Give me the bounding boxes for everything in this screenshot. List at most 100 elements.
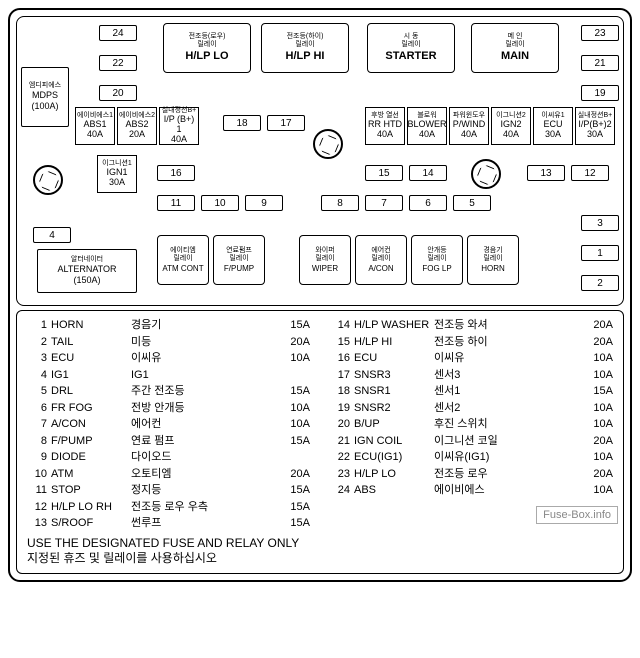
legend-amp: 15A <box>275 499 310 516</box>
legend-amp: 10A <box>578 482 613 499</box>
slot-13: 13 <box>527 165 565 181</box>
hlphi-code: H/LP HI <box>286 50 325 63</box>
relay-horn: 경음기 릴레이 HORN <box>467 235 519 285</box>
slot-23: 23 <box>581 25 619 41</box>
legend-amp: 10A <box>578 449 613 466</box>
legend-num: 2 <box>27 334 47 351</box>
legend-kor: 전조등 하이 <box>434 334 578 351</box>
slot-24: 24 <box>99 25 137 41</box>
legend-row: 14H/LP WASHER전조등 와셔20A <box>330 317 613 334</box>
slot-14: 14 <box>409 165 447 181</box>
legend-num: 5 <box>27 383 47 400</box>
legend-num: 19 <box>330 400 350 417</box>
relay-hlphi: 전조등(하이) 릴레이 H/LP HI <box>261 23 349 73</box>
legend-amp: 10A <box>275 350 310 367</box>
legend-amp: 20A <box>275 334 310 351</box>
fuse-blower: 블로워 BLOWER 40A <box>407 107 447 145</box>
legend-amp <box>275 449 310 466</box>
legend-num: 3 <box>27 350 47 367</box>
legend-code: IG1 <box>51 367 131 384</box>
legend-row: 17SNSR3센서310A <box>330 367 613 384</box>
legend-code: DRL <box>51 383 131 400</box>
fuse-abs1: 에이비에스1 ABS1 40A <box>75 107 115 145</box>
legend-row: 13S/ROOF썬루프15A <box>27 515 310 532</box>
legend-row: 3ECU이씨유10A <box>27 350 310 367</box>
legend-code: F/PUMP <box>51 433 131 450</box>
legend-amp: 10A <box>578 367 613 384</box>
bolt-icon <box>313 129 343 159</box>
legend-row: 6FR FOG전방 안개등10A <box>27 400 310 417</box>
legend-footer: USE THE DESIGNATED FUSE AND RELAY ONLY 지… <box>27 536 613 567</box>
relay-fpump: 연료펌프 릴레이 F/PUMP <box>213 235 265 285</box>
legend-row: 19SNSR2센서210A <box>330 400 613 417</box>
legend-amp: 15A <box>275 433 310 450</box>
slot-16: 16 <box>157 165 195 181</box>
footer-kor: 지정된 휴즈 및 릴레이를 사용하십시오 <box>27 551 613 567</box>
legend-kor: 이씨유 <box>131 350 275 367</box>
alt-kor: 알터네이터 <box>71 256 103 264</box>
footer-en: USE THE DESIGNATED FUSE AND RELAY ONLY <box>27 536 613 552</box>
legend-code: ABS <box>354 482 434 499</box>
legend-amp: 10A <box>275 400 310 417</box>
legend-amp <box>275 367 310 384</box>
legend-num: 20 <box>330 416 350 433</box>
slot-9: 9 <box>245 195 283 211</box>
legend-amp: 20A <box>578 433 613 450</box>
legend-kor: 주간 전조등 <box>131 383 275 400</box>
legend-kor: 에어컨 <box>131 416 275 433</box>
legend-kor: 전조등 로우 우측 <box>131 499 275 516</box>
slot-12: 12 <box>571 165 609 181</box>
legend-row: 12H/LP LO RH전조등 로우 우측15A <box>27 499 310 516</box>
legend-row: 4IG1IG1 <box>27 367 310 384</box>
legend-kor: 정지등 <box>131 482 275 499</box>
legend-row: 2TAIL미등20A <box>27 334 310 351</box>
legend-code: TAIL <box>51 334 131 351</box>
mdps-kor: 엠디피에스 <box>29 82 61 90</box>
legend-kor: 이그니션 코일 <box>434 433 578 450</box>
legend-kor: 오토티엠 <box>131 466 275 483</box>
legend-row: 8F/PUMP연료 펌프15A <box>27 433 310 450</box>
slot-4: 4 <box>33 227 71 243</box>
legend-code: FR FOG <box>51 400 131 417</box>
legend-row: 23H/LP LO전조등 로우20A <box>330 466 613 483</box>
hlplo-kor: 전조등(로우) 릴레이 <box>189 33 226 50</box>
legend-col-left: 1HORN경음기15A2TAIL미등20A3ECU이씨유10A4IG1IG15D… <box>27 317 310 532</box>
legend-row: 21IGN COIL이그니션 코일20A <box>330 433 613 450</box>
legend-kor: 썬루프 <box>131 515 275 532</box>
legend-kor: 이씨유(IG1) <box>434 449 578 466</box>
slot-1: 1 <box>581 245 619 261</box>
legend-amp: 20A <box>578 334 613 351</box>
legend-num: 10 <box>27 466 47 483</box>
fuse-ign1: 이그니션1 IGN1 30A <box>97 155 137 193</box>
fuse-abs2: 에이비에스2 ABS2 20A <box>117 107 157 145</box>
legend-num: 23 <box>330 466 350 483</box>
relay-hlplo: 전조등(로우) 릴레이 H/LP LO <box>163 23 251 73</box>
legend-amp: 15A <box>578 383 613 400</box>
legend-amp: 10A <box>578 416 613 433</box>
legend-num: 4 <box>27 367 47 384</box>
mdps-amp: (100A) <box>31 101 58 112</box>
legend-row: 20B/UP후진 스위치10A <box>330 416 613 433</box>
fuse-ipb1: 실내정션B+ I/P (B+) 1 40A <box>159 107 199 145</box>
slot-5: 5 <box>453 195 491 211</box>
legend-amp: 10A <box>578 400 613 417</box>
legend-kor: 경음기 <box>131 317 275 334</box>
legend-num: 22 <box>330 449 350 466</box>
fuse-diagram-container: 엠디피에스 MDPS (100A) 알터네이터 ALTERNATOR (150A… <box>0 0 640 590</box>
legend-row: 18SNSR1센서115A <box>330 383 613 400</box>
legend-kor: 센서1 <box>434 383 578 400</box>
legend-row: 22ECU(IG1)이씨유(IG1)10A <box>330 449 613 466</box>
legend-num: 9 <box>27 449 47 466</box>
legend-code: ATM <box>51 466 131 483</box>
fuse-box-layout: 엠디피에스 MDPS (100A) 알터네이터 ALTERNATOR (150A… <box>16 16 624 306</box>
legend-row: 10ATM오토티엠20A <box>27 466 310 483</box>
main-code: MAIN <box>501 50 529 63</box>
legend-amp: 15A <box>275 383 310 400</box>
legend-col-right: 14H/LP WASHER전조등 와셔20A15H/LP HI전조등 하이20A… <box>330 317 613 532</box>
legend-code: ECU <box>51 350 131 367</box>
legend-num: 16 <box>330 350 350 367</box>
slot-20: 20 <box>99 85 137 101</box>
legend-code: HORN <box>51 317 131 334</box>
slot-8: 8 <box>321 195 359 211</box>
watermark: Fuse-Box.info <box>536 506 618 524</box>
